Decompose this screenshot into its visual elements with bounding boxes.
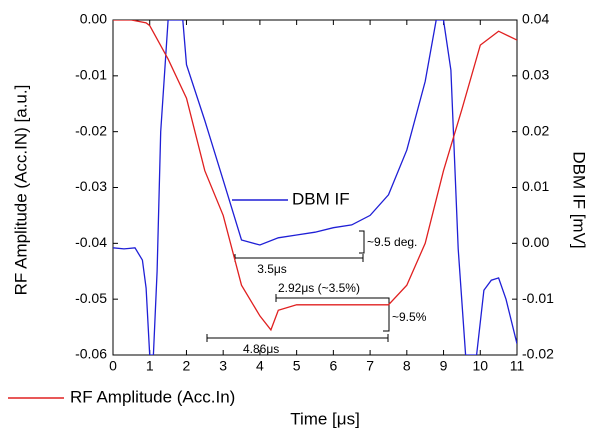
x-tick-label: 0 bbox=[109, 358, 117, 374]
x-tick-label: 10 bbox=[472, 358, 488, 374]
y-tick-label: -0.03 bbox=[75, 178, 107, 194]
x-tick-label: 6 bbox=[329, 358, 337, 374]
series-line bbox=[113, 20, 517, 355]
legend-label: DBM IF bbox=[292, 189, 350, 208]
y2-tick-label: 0.04 bbox=[522, 11, 549, 27]
y-tick-label: -0.02 bbox=[75, 122, 107, 138]
y-tick-label: -0.04 bbox=[75, 234, 107, 250]
y-tick-label: -0.05 bbox=[75, 290, 107, 306]
annotation: 2.92μs (~3.5%) bbox=[278, 281, 360, 295]
y2-tick-label: 0.00 bbox=[522, 234, 549, 250]
x-axis-label: Time [μs] bbox=[290, 409, 360, 428]
y-tick-label: -0.06 bbox=[75, 346, 107, 362]
y-axis-label: RF Amplitude (Acc.IN) [a.u.] bbox=[11, 85, 30, 296]
annotation: ~9.5 deg. bbox=[367, 235, 417, 249]
series-line bbox=[113, 20, 517, 332]
y2-tick-label: 0.03 bbox=[522, 67, 549, 83]
x-tick-label: 9 bbox=[440, 358, 448, 374]
annotation: 3.5μs bbox=[257, 262, 287, 276]
x-tick-label: 8 bbox=[403, 358, 411, 374]
y-tick-label: 0.00 bbox=[80, 11, 107, 27]
x-tick-label: 11 bbox=[510, 358, 525, 374]
y2-tick-label: 0.01 bbox=[522, 178, 549, 194]
x-tick-label: 7 bbox=[366, 358, 374, 374]
legend-label: RF Amplitude (Acc.In) bbox=[70, 387, 235, 406]
y2-tick-label: -0.01 bbox=[522, 290, 554, 306]
x-tick-label: 4 bbox=[256, 358, 264, 374]
y2-axis-label: DBM IF [mV] bbox=[570, 151, 589, 248]
x-tick-label: 5 bbox=[293, 358, 301, 374]
annotation: 4.86μs bbox=[243, 342, 279, 356]
annotation: ~9.5% bbox=[392, 310, 427, 324]
x-tick-label: 3 bbox=[219, 358, 227, 374]
x-tick-label: 2 bbox=[183, 358, 191, 374]
y-tick-label: -0.01 bbox=[75, 67, 107, 83]
x-tick-label: 1 bbox=[146, 358, 154, 374]
y2-tick-label: 0.02 bbox=[522, 122, 549, 138]
plot-lines bbox=[113, 20, 517, 355]
y2-tick-label: -0.02 bbox=[522, 346, 554, 362]
annotation-brackets bbox=[206, 230, 390, 342]
